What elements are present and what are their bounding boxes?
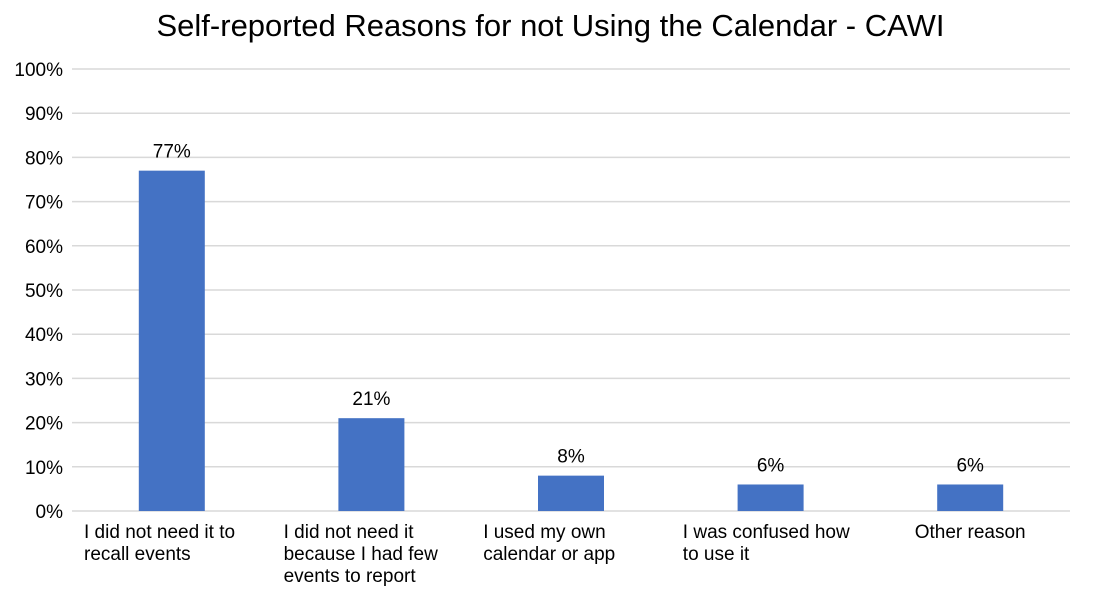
bar (538, 475, 604, 511)
bars (138, 170, 1004, 511)
y-tick-label: 30% (25, 369, 63, 390)
data-label: 77% (153, 142, 191, 163)
data-labels: 77% 21% 8% 6% 6% (153, 142, 984, 477)
y-axis-ticks: 0% 10% 20% 30% 40% 50% 60% 70% 80% 90% 100% (14, 60, 63, 523)
data-label: 21% (352, 389, 390, 410)
y-tick-label: 40% (25, 325, 63, 346)
bar (737, 484, 804, 511)
data-label: 6% (956, 455, 984, 476)
y-tick-label: 60% (25, 237, 63, 258)
x-tick-label: I did not need it because I had few events… (284, 522, 438, 587)
bar (937, 484, 1004, 511)
bar (138, 170, 205, 511)
x-tick-label: I did not need it to recall events (84, 522, 235, 565)
y-tick-label: 0% (36, 502, 64, 523)
y-tick-label: 100% (14, 60, 63, 81)
chart-title: Self-reported Reasons for not Using the … (156, 8, 945, 43)
y-tick-label: 10% (25, 458, 63, 479)
data-label: 8% (557, 447, 585, 468)
y-tick-label: 90% (25, 104, 63, 125)
x-tick-label: I was confused how to use it (683, 522, 850, 565)
y-tick-label: 50% (25, 281, 63, 302)
y-tick-label: 70% (25, 193, 63, 214)
x-tick-label: Other reason (915, 522, 1026, 543)
y-tick-label: 20% (25, 414, 63, 435)
y-tick-label: 80% (25, 148, 63, 169)
x-tick-label: I used my own calendar or app (483, 522, 615, 565)
data-label: 6% (757, 455, 785, 476)
gridlines (72, 68, 1070, 512)
x-axis-ticks: I did not need it to recall events I did n… (84, 522, 1026, 587)
bar (338, 418, 405, 511)
